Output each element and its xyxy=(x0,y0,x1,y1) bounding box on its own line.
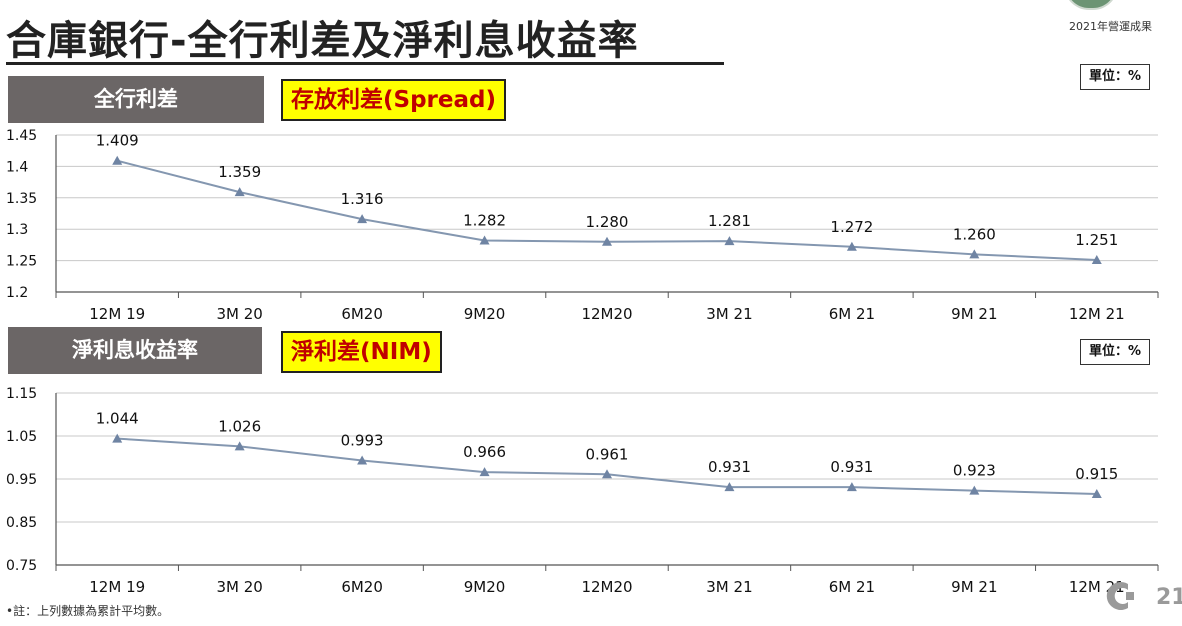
data-value-label: 0.923 xyxy=(953,462,996,480)
data-value-label: 0.931 xyxy=(708,458,751,476)
x-tick-label: 6M20 xyxy=(341,305,383,323)
spread-section-label: 全行利差 xyxy=(8,76,264,123)
x-tick-label: 3M 21 xyxy=(706,578,752,596)
data-point-marker xyxy=(724,482,735,492)
y-tick-label: 1.05 xyxy=(6,429,37,445)
y-tick-label: 0.85 xyxy=(6,515,37,531)
data-point-marker xyxy=(357,214,368,224)
data-point-marker xyxy=(724,236,735,246)
data-value-label: 0.961 xyxy=(586,445,629,463)
data-value-label: 1.280 xyxy=(586,213,629,231)
data-point-marker xyxy=(112,433,123,443)
x-tick-label: 3M 20 xyxy=(216,305,262,323)
data-value-label: 1.251 xyxy=(1075,231,1118,249)
title-underline xyxy=(6,62,724,65)
footnote: •註：上列數據為累計平均數。 xyxy=(6,604,170,618)
data-point-marker xyxy=(602,236,612,246)
spread-unit-box: 單位：% xyxy=(1080,64,1151,90)
data-point-marker xyxy=(479,235,490,245)
data-value-label: 1.044 xyxy=(96,410,139,428)
report-logo-caption: 2021年營運成果 xyxy=(1069,20,1152,33)
x-tick-label: 9M 21 xyxy=(951,305,997,323)
x-tick-label: 9M20 xyxy=(464,578,506,596)
data-point-marker xyxy=(234,187,245,197)
x-tick-label: 12M20 xyxy=(581,578,632,596)
x-tick-label: 9M20 xyxy=(464,305,506,323)
nim-section-label: 淨利息收益率 xyxy=(8,327,262,374)
corner-logo-mark xyxy=(1106,582,1128,610)
data-value-label: 1.272 xyxy=(830,218,873,236)
data-point-marker xyxy=(1091,254,1102,264)
x-tick-label: 12M 21 xyxy=(1069,305,1125,323)
data-point-marker xyxy=(234,441,245,451)
corner-logo-text: 21 xyxy=(1156,585,1182,610)
x-tick-label: 6M20 xyxy=(341,578,383,596)
data-value-label: 0.993 xyxy=(341,432,384,450)
spread-tag: 存放利差(Spread) xyxy=(281,79,506,121)
data-value-label: 0.966 xyxy=(463,443,506,461)
spread-line-chart: 1.2 1.25 1.3 1.35 1.4 1.45 12M 19 3M 20 6M20 9M20… xyxy=(6,128,1159,323)
y-tick-label: 0.75 xyxy=(6,558,37,574)
y-tick-label: 1.25 xyxy=(6,254,37,270)
x-tick-label: 3M 20 xyxy=(216,578,262,596)
data-value-label: 1.409 xyxy=(96,132,139,150)
data-point-marker xyxy=(969,249,980,259)
report-logo: 2021年營運成果 xyxy=(1032,0,1152,40)
data-point-marker xyxy=(602,469,612,479)
data-value-label: 1.281 xyxy=(708,212,751,230)
y-tick-label: 1.15 xyxy=(6,386,37,402)
x-tick-label: 3M 21 xyxy=(706,305,752,323)
data-value-label: 1.282 xyxy=(463,212,506,230)
x-tick-label: 6M 21 xyxy=(829,305,875,323)
y-tick-label: 1.45 xyxy=(6,128,37,144)
data-value-label: 1.316 xyxy=(341,190,384,208)
y-tick-label: 1.3 xyxy=(6,222,28,238)
data-value-label: 0.915 xyxy=(1075,465,1118,483)
data-point-marker xyxy=(846,241,857,251)
data-point-marker xyxy=(969,485,980,495)
nim-unit-box: 單位：% xyxy=(1080,339,1151,365)
nim-tag: 淨利差(NIM) xyxy=(281,331,442,373)
corner-logo-bar xyxy=(1126,592,1134,600)
data-value-label: 0.931 xyxy=(830,458,873,476)
x-tick-label: 6M 21 xyxy=(829,578,875,596)
y-tick-label: 1.4 xyxy=(6,159,28,175)
corner-logo: 21 xyxy=(1106,582,1182,610)
report-logo-image xyxy=(1064,0,1118,10)
y-tick-label: 1.2 xyxy=(6,285,28,301)
data-point-marker xyxy=(112,155,123,165)
x-tick-label: 12M20 xyxy=(581,305,632,323)
y-tick-label: 1.35 xyxy=(6,191,37,207)
x-tick-label: 9M 21 xyxy=(951,578,997,596)
data-value-label: 1.359 xyxy=(218,163,261,181)
data-point-marker xyxy=(1091,489,1102,499)
y-tick-label: 0.95 xyxy=(6,472,37,488)
data-point-marker xyxy=(479,467,490,477)
x-tick-label: 12M 19 xyxy=(89,578,145,596)
x-tick-label: 12M 19 xyxy=(89,305,145,323)
data-point-marker xyxy=(357,455,368,465)
data-value-label: 1.260 xyxy=(953,225,996,243)
nim-line-chart: 0.75 0.85 0.95 1.05 1.15 12M 19 3M 20 6M20 9M20 1… xyxy=(6,386,1159,596)
data-point-marker xyxy=(846,482,857,492)
page-title: 合庫銀行-全行利差及淨利息收益率 xyxy=(6,18,639,64)
data-value-label: 1.026 xyxy=(218,417,261,435)
